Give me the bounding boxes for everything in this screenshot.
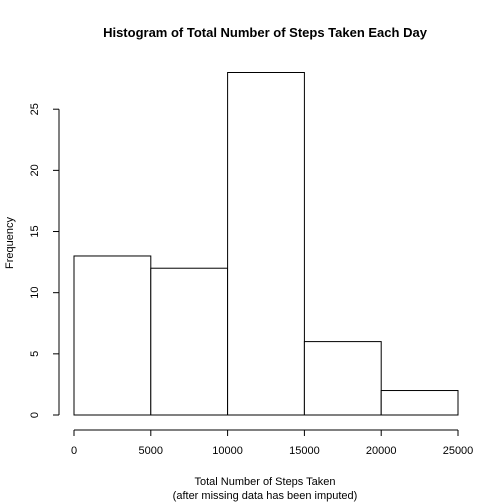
y-tick-label: 20 <box>29 164 41 176</box>
x-tick-label: 5000 <box>139 445 163 457</box>
y-tick-label: 0 <box>29 412 41 418</box>
x-axis-sublabel: (after missing data has been imputed) <box>173 490 358 502</box>
y-tick-label: 15 <box>29 225 41 237</box>
y-axis: 0 5 10 15 20 25 <box>29 103 60 418</box>
y-tick-label: 5 <box>29 351 41 357</box>
y-tick-label: 10 <box>29 287 41 299</box>
chart-title: Histogram of Total Number of Steps Taken… <box>103 25 428 40</box>
histogram-bar-3 <box>303 341 382 416</box>
x-tick-label: 15000 <box>289 445 320 457</box>
x-axis: 0 5000 10000 15000 20000 25000 <box>71 429 474 457</box>
histogram-bar-1 <box>150 267 229 416</box>
y-tick-label: 25 <box>29 103 41 115</box>
x-tick-label: 20000 <box>366 445 397 457</box>
x-tick-label: 10000 <box>212 445 243 457</box>
bars-group <box>73 72 459 416</box>
histogram-bar-4 <box>380 390 459 416</box>
y-axis-label: Frequency <box>4 217 16 269</box>
x-axis-label: Total Number of Steps Taken <box>194 476 335 488</box>
x-tick-label: 0 <box>71 445 77 457</box>
histogram-bar-0 <box>73 255 152 416</box>
x-tick-label: 25000 <box>443 445 474 457</box>
histogram-bar-2 <box>227 72 305 416</box>
